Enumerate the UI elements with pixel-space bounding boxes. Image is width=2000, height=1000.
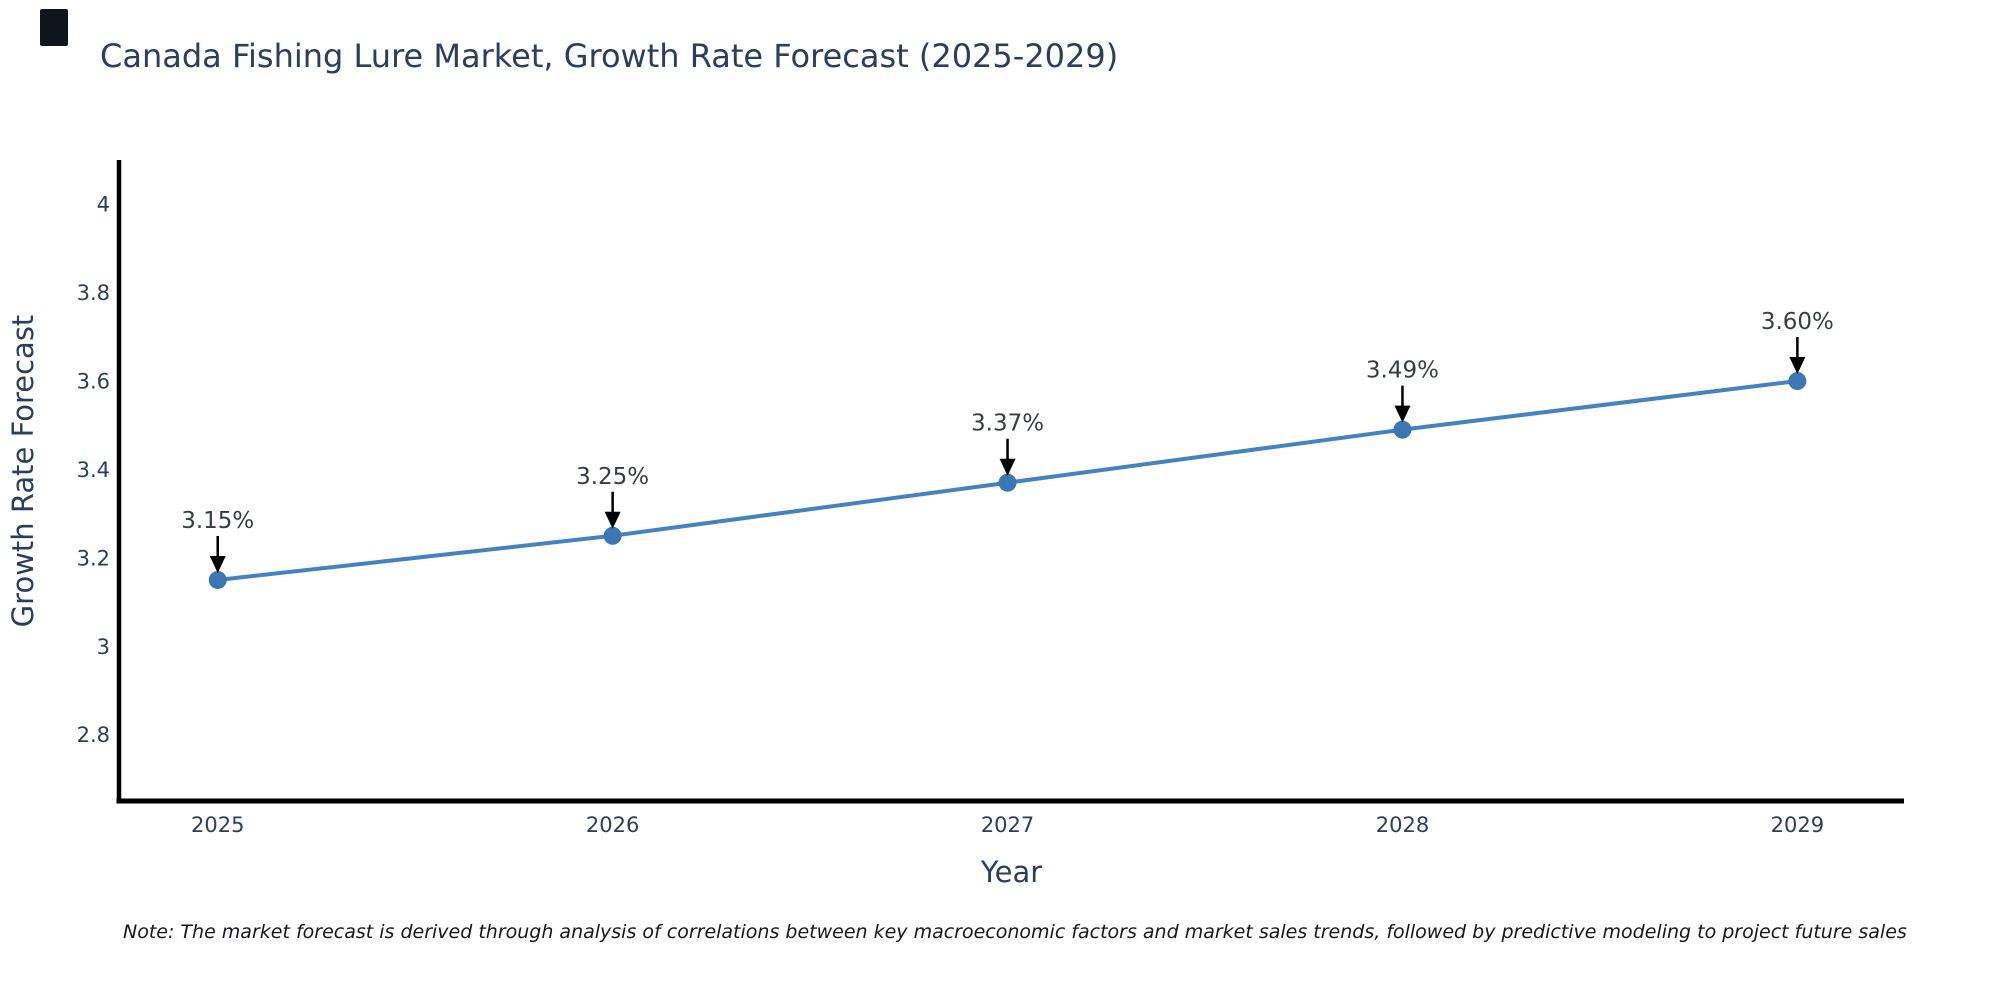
data-point-label: 3.25% [576, 464, 649, 490]
y-tick-label: 3.8 [77, 281, 110, 305]
data-point-label: 3.49% [1366, 358, 1439, 384]
x-axis-title: Year [980, 855, 1042, 889]
x-tick-label: 2025 [191, 813, 244, 837]
data-point-marker[interactable] [1393, 420, 1412, 439]
y-tick-label: 3.2 [77, 546, 110, 570]
y-tick-label: 3.6 [77, 370, 110, 394]
data-point-label: 3.37% [971, 411, 1044, 437]
footnote: Note: The market forecast is derived thr… [123, 921, 1907, 943]
annotation-arrowhead-icon [1789, 357, 1806, 375]
annotation-arrowhead-icon [604, 511, 621, 529]
x-tick-label: 2027 [981, 813, 1034, 837]
chart-title: Canada Fishing Lure Market, Growth Rate … [100, 37, 1119, 75]
annotation-arrowhead-icon [1394, 405, 1411, 423]
cursor-block [40, 9, 68, 46]
y-tick-label: 2.8 [77, 723, 110, 747]
annotation-arrowhead-icon [209, 555, 226, 573]
y-tick-label: 3.4 [77, 458, 110, 482]
x-tick-label: 2026 [586, 813, 639, 837]
data-point-marker[interactable] [1788, 372, 1807, 391]
y-axis-title: Growth Rate Forecast [6, 315, 40, 628]
x-tick-label: 2029 [1771, 813, 1824, 837]
data-point-label: 3.15% [181, 508, 254, 534]
data-point-marker[interactable] [603, 526, 622, 545]
y-tick-label: 4 [97, 193, 110, 217]
data-point-label: 3.60% [1761, 309, 1834, 335]
annotation-arrowhead-icon [999, 458, 1016, 476]
y-tick-label: 3 [97, 635, 110, 659]
data-point-marker[interactable] [998, 473, 1017, 492]
x-tick-label: 2028 [1376, 813, 1429, 837]
data-point-marker[interactable] [208, 570, 227, 589]
